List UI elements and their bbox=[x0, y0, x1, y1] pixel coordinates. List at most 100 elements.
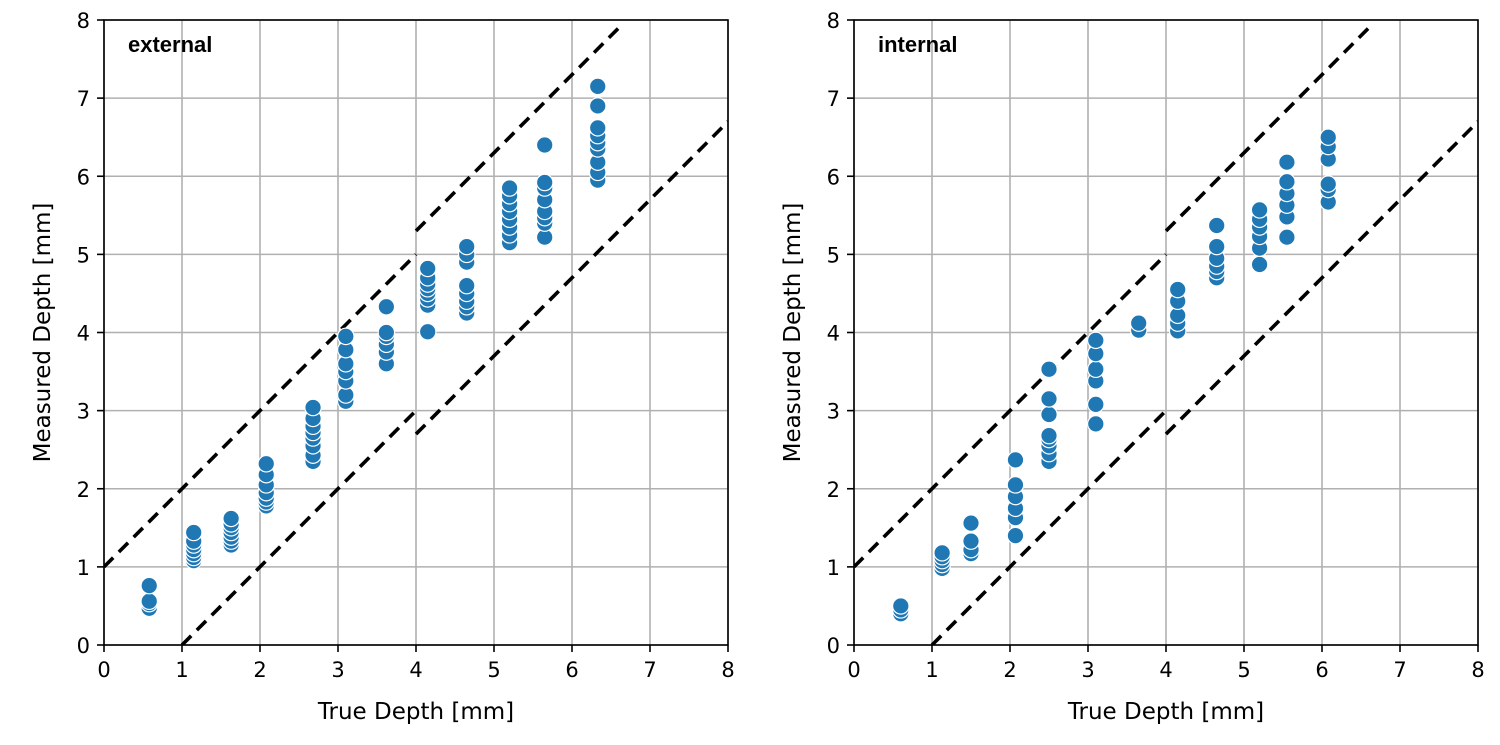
data-point bbox=[457, 276, 476, 295]
data-point bbox=[418, 259, 437, 278]
data-point bbox=[1278, 228, 1296, 246]
tolerance-lines bbox=[104, 26, 728, 645]
data-point bbox=[1319, 175, 1338, 193]
panel-internal: 0 1 2 3 4 5 6 7 8 0 1 2 3 4 5 6 7 8 True Depth [mm] Measure… bbox=[780, 9, 1485, 725]
panel-title: external bbox=[128, 32, 212, 57]
data-point bbox=[1087, 415, 1105, 433]
data-point bbox=[1087, 395, 1105, 414]
y-tick-label: 5 bbox=[77, 243, 90, 267]
x-tick-label: 8 bbox=[721, 658, 734, 682]
y-tick-label: 2 bbox=[77, 478, 90, 502]
x-tick-label: 6 bbox=[1315, 658, 1328, 682]
tolerance-line bbox=[180, 409, 418, 645]
data-point bbox=[1087, 360, 1105, 379]
scatter-points bbox=[140, 77, 607, 618]
data-point bbox=[1168, 280, 1187, 299]
data-point bbox=[588, 77, 607, 96]
data-point bbox=[418, 322, 437, 341]
data-point bbox=[1129, 314, 1148, 332]
x-tick-label: 0 bbox=[97, 658, 110, 682]
x-tick-label: 5 bbox=[487, 658, 500, 682]
data-point bbox=[1006, 451, 1025, 469]
tolerance-line bbox=[414, 120, 728, 436]
data-point bbox=[1040, 426, 1058, 445]
y-tick-label: 8 bbox=[827, 9, 840, 33]
tolerance-line bbox=[414, 26, 621, 233]
y-tick-label: 1 bbox=[77, 556, 90, 580]
data-point bbox=[1087, 331, 1105, 350]
y-tick-label: 5 bbox=[827, 243, 840, 267]
data-point bbox=[962, 514, 980, 532]
x-tick-label: 4 bbox=[409, 658, 422, 682]
data-point bbox=[1040, 390, 1058, 408]
data-point bbox=[891, 597, 910, 615]
data-point bbox=[1250, 255, 1269, 274]
data-point bbox=[588, 97, 607, 115]
data-point bbox=[304, 398, 322, 417]
data-point bbox=[1250, 201, 1269, 219]
y-tick-label: 1 bbox=[827, 556, 840, 580]
x-tick-label: 1 bbox=[925, 658, 938, 682]
data-point bbox=[1040, 405, 1058, 424]
data-point bbox=[377, 297, 396, 316]
tolerance-line bbox=[104, 253, 418, 569]
x-axis-label: True Depth [mm] bbox=[1067, 699, 1264, 725]
x-axis-label: True Depth [mm] bbox=[317, 699, 514, 725]
data-point bbox=[1006, 476, 1025, 494]
y-tick-label: 0 bbox=[827, 634, 840, 658]
y-tick-label: 7 bbox=[827, 87, 840, 111]
data-point bbox=[1278, 153, 1296, 171]
data-point bbox=[140, 592, 159, 611]
data-point bbox=[377, 323, 396, 342]
data-point bbox=[1207, 216, 1226, 235]
y-tick-label: 6 bbox=[827, 165, 840, 189]
data-point bbox=[336, 327, 355, 346]
y-tick-label: 3 bbox=[827, 400, 840, 424]
x-tick-label: 5 bbox=[1237, 658, 1250, 682]
panel-external: 0 1 2 3 4 5 6 7 8 0 1 2 3 4 5 6 7 8 True Depth [mm] Measure… bbox=[30, 9, 735, 725]
x-tick-label: 6 bbox=[565, 658, 578, 682]
tolerance-line bbox=[930, 409, 1168, 645]
data-point bbox=[257, 454, 276, 473]
tolerance-lines bbox=[854, 26, 1478, 645]
data-point bbox=[140, 576, 159, 595]
y-tick-label: 4 bbox=[827, 322, 840, 346]
y-tick-label: 0 bbox=[77, 634, 90, 658]
x-tick-label: 4 bbox=[1159, 658, 1172, 682]
scatter-points bbox=[891, 128, 1338, 623]
x-tick-label: 7 bbox=[643, 658, 656, 682]
y-axis-label: Measured Depth [mm] bbox=[30, 203, 56, 463]
data-point bbox=[1207, 237, 1226, 256]
data-point bbox=[1040, 360, 1058, 379]
x-tick-label: 2 bbox=[1003, 658, 1016, 682]
y-tick-label: 4 bbox=[77, 322, 90, 346]
y-tick-label: 2 bbox=[827, 478, 840, 502]
data-point bbox=[1319, 128, 1338, 146]
x-tick-label: 2 bbox=[253, 658, 266, 682]
x-tick-label: 1 bbox=[175, 658, 188, 682]
x-tick-label: 3 bbox=[1081, 658, 1094, 682]
data-point bbox=[222, 509, 240, 528]
data-point bbox=[588, 119, 607, 137]
data-point bbox=[535, 136, 554, 154]
x-tick-label: 0 bbox=[847, 658, 860, 682]
tolerance-line bbox=[1164, 26, 1371, 233]
y-tick-label: 6 bbox=[77, 165, 90, 189]
y-axis-label: Measured Depth [mm] bbox=[780, 203, 806, 463]
y-tick-label: 8 bbox=[77, 9, 90, 33]
y-tick-label: 3 bbox=[77, 400, 90, 424]
y-tick-label: 7 bbox=[77, 87, 90, 111]
data-point bbox=[933, 544, 951, 562]
data-point bbox=[535, 173, 554, 192]
x-tick-label: 3 bbox=[331, 658, 344, 682]
data-point bbox=[962, 532, 980, 550]
panel-title: internal bbox=[878, 32, 957, 57]
data-point bbox=[1006, 526, 1025, 545]
x-tick-label: 8 bbox=[1471, 658, 1484, 682]
data-point bbox=[184, 523, 203, 542]
tolerance-line bbox=[1164, 120, 1478, 436]
x-tick-label: 7 bbox=[1393, 658, 1406, 682]
data-point bbox=[500, 179, 519, 197]
data-point bbox=[457, 237, 476, 256]
